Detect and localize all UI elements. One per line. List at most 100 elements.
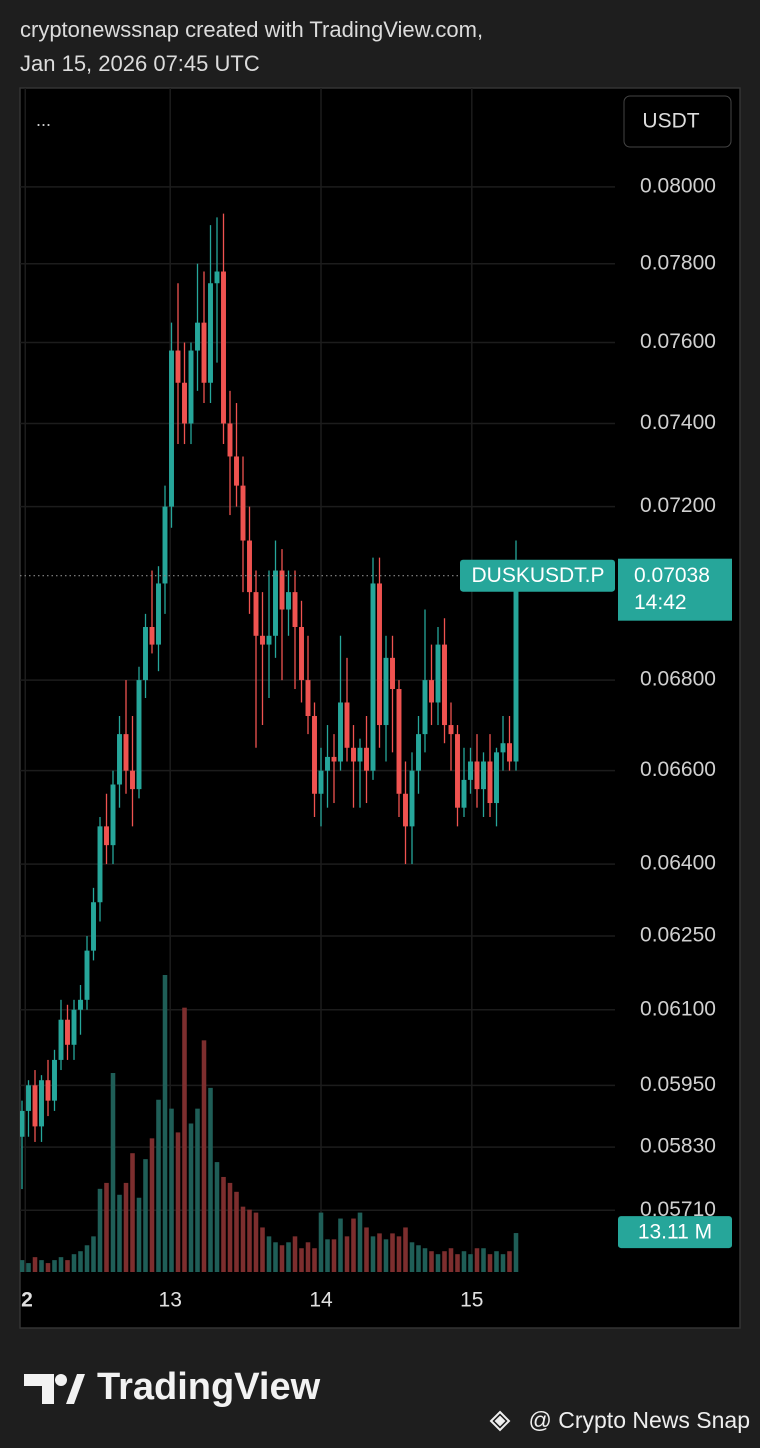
symbol-tag [460,559,615,592]
candle-body [208,283,213,383]
volume-bar [162,975,168,1272]
candle-body [344,702,350,748]
volume-bar [377,1233,382,1272]
x-tick-label: 14 [309,1289,333,1312]
symbol-label: DUSKUSDT.P [471,564,604,587]
y-tick-label: 0.06600 [640,758,716,781]
x-tick-label: 2 [21,1289,33,1312]
candle-body [292,592,298,628]
candle-body [195,322,200,351]
volume-bar [429,1251,434,1272]
menu[interactable]: ... [36,110,51,130]
volume-bar [234,1191,239,1272]
volume-bar [305,1242,311,1272]
volume-bar [182,1007,187,1272]
candle-body [331,756,337,762]
volume-bar [318,1212,324,1272]
candle-body [513,575,519,762]
credit: @ Crypto News Snap [529,1407,751,1433]
volume-bar [416,1245,421,1272]
y-tick-label: 0.07200 [640,494,716,517]
candle-body [487,761,493,804]
candle-body [494,752,499,804]
candle-body [32,1085,38,1127]
y-tick-label: 0.06400 [640,852,716,875]
volume-bar [344,1236,350,1272]
volume-bar [143,1159,148,1272]
currency-label: USDT [642,110,699,133]
y-tick-label: 0.07800 [640,251,716,274]
header-title: cryptonewssnap created with TradingView.… [20,17,483,42]
candle-body [20,1110,25,1137]
volume-bar [292,1236,298,1272]
candle-body [318,770,324,794]
candle-body [422,680,428,735]
candle-body [52,1059,57,1101]
candle-body [325,756,330,771]
volume-bar [195,1108,200,1272]
countdown-label: 14:42 [634,591,687,614]
candle-body [143,627,148,681]
volume-bar [58,1257,64,1272]
credit-icon [489,1410,511,1432]
volume-bar [65,1260,70,1272]
candle-body [221,271,226,424]
candle-body [429,680,434,703]
candle-body [227,423,233,457]
candle-body [403,793,408,827]
volume-bar [201,1040,207,1272]
volume-bar [136,1197,142,1272]
volume-bar [188,1123,194,1272]
y-tick-label: 0.07400 [640,411,716,434]
volume-bar [208,1087,213,1272]
volume-bar [169,1108,174,1272]
volume-bar [52,1260,57,1272]
candle-body [117,734,122,785]
volume-bar [253,1212,259,1272]
candle-body [26,1085,31,1111]
volume-bar [357,1212,363,1272]
candle-body [507,743,512,762]
candle-body [78,999,83,1010]
brand-name: TradingView [97,1366,321,1408]
candle-body [175,350,181,383]
volume-bar [500,1254,506,1272]
candle-body [286,592,291,610]
candle-body [442,644,447,726]
volume-bar [474,1248,480,1272]
price-label: 0.07038 [634,564,710,587]
volume-bar [370,1236,376,1272]
candle-body [266,635,272,645]
y-tick-label: 0.05950 [640,1073,716,1096]
candle-body [448,725,454,735]
candle-body [260,635,265,645]
currency-button[interactable] [623,95,732,148]
y-tick-label: 0.05830 [640,1135,716,1158]
volume-bar [279,1245,285,1272]
volume-bar [214,1162,220,1272]
y-tick-label: 0.06250 [640,924,716,947]
candle-body [58,1019,64,1060]
volume-bar [312,1248,317,1272]
candle-body [305,680,311,717]
y-tick-label: 0.06800 [640,668,716,691]
candle-body [377,583,382,726]
brand-logo [24,1374,85,1404]
candle-body [240,485,246,541]
volume-bar [487,1254,493,1272]
candle-body [162,506,168,584]
volume-bar [273,1242,278,1272]
overlay: 0.08000 0.07800 0.07600 0.07400 0.07200 0.068… [20,174,732,1312]
volume-bar [97,1188,103,1272]
volume-bar [39,1260,44,1272]
candle-body [182,382,187,424]
volume-bar [409,1242,415,1272]
y-tick-label: 0.08000 [640,174,716,197]
volume-bar [266,1236,272,1272]
volume-bar [156,1099,161,1272]
header-date: Jan 15, 2026 07:45 UTC [20,51,260,76]
volume-bar [494,1251,499,1272]
volume-bar [45,1263,51,1272]
volume-bar [71,1254,77,1272]
